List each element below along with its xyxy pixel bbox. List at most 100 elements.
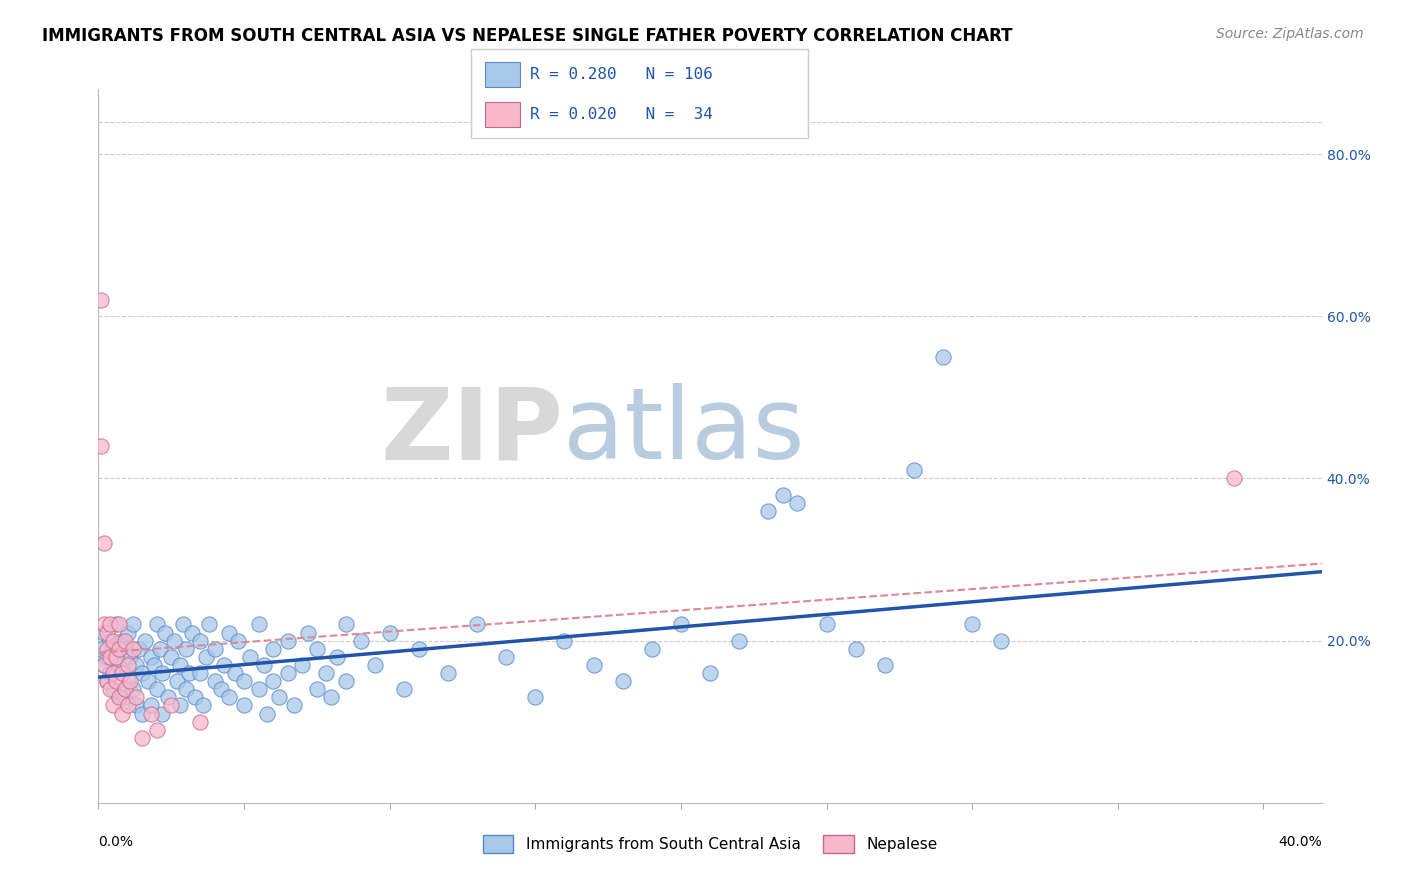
Point	[253, 657, 276, 672]
Point	[125, 690, 148, 705]
Point	[122, 682, 145, 697]
Text: R = 0.020   N =  34: R = 0.020 N = 34	[530, 107, 713, 121]
Point	[131, 731, 153, 745]
Point	[90, 439, 112, 453]
Point	[553, 633, 575, 648]
Point	[239, 649, 262, 664]
Point	[114, 682, 136, 697]
Point	[98, 682, 121, 697]
Point	[145, 682, 167, 697]
Point	[204, 674, 226, 689]
Point	[669, 617, 692, 632]
Point	[96, 641, 118, 656]
Point	[104, 649, 127, 664]
Point	[111, 706, 134, 721]
Point	[108, 641, 131, 656]
Point	[188, 714, 212, 729]
Text: R = 0.280   N = 106: R = 0.280 N = 106	[530, 67, 713, 81]
Point	[990, 633, 1012, 648]
Point	[845, 641, 868, 656]
Point	[198, 617, 221, 632]
Point	[120, 649, 142, 664]
Point	[125, 657, 148, 672]
Point	[122, 617, 145, 632]
Point	[247, 682, 270, 697]
Point	[267, 690, 290, 705]
Point	[93, 657, 115, 672]
Point	[111, 633, 134, 648]
Point	[134, 633, 156, 648]
Point	[256, 706, 278, 721]
Point	[125, 698, 148, 713]
Point	[93, 625, 115, 640]
Point	[104, 674, 127, 689]
Point	[218, 625, 240, 640]
Point	[166, 674, 188, 689]
Point	[131, 706, 153, 721]
Point	[786, 496, 808, 510]
Point	[131, 666, 153, 681]
Point	[114, 641, 136, 656]
Point	[408, 641, 430, 656]
Point	[111, 666, 134, 681]
Point	[114, 690, 136, 705]
Point	[326, 649, 349, 664]
Point	[157, 690, 180, 705]
Point	[262, 641, 284, 656]
Point	[172, 617, 194, 632]
Point	[96, 649, 118, 664]
Point	[152, 706, 174, 721]
Point	[233, 674, 256, 689]
Point	[772, 488, 794, 502]
Point	[117, 698, 139, 713]
Point	[101, 682, 124, 697]
Point	[335, 617, 357, 632]
Point	[932, 350, 955, 364]
Point	[247, 617, 270, 632]
Point	[960, 617, 983, 632]
Text: 40.0%: 40.0%	[1278, 835, 1322, 848]
Point	[117, 657, 139, 672]
Point	[142, 657, 165, 672]
Point	[174, 682, 197, 697]
Point	[160, 698, 183, 713]
Point	[305, 641, 328, 656]
Point	[155, 625, 177, 640]
Point	[93, 657, 115, 672]
Point	[183, 690, 205, 705]
Point	[90, 641, 112, 656]
Point	[612, 674, 634, 689]
Text: IMMIGRANTS FROM SOUTH CENTRAL ASIA VS NEPALESE SINGLE FATHER POVERTY CORRELATION: IMMIGRANTS FROM SOUTH CENTRAL ASIA VS NE…	[42, 27, 1012, 45]
Point	[90, 293, 112, 307]
Point	[233, 698, 256, 713]
Text: Source: ZipAtlas.com: Source: ZipAtlas.com	[1216, 27, 1364, 41]
Text: 0.0%: 0.0%	[98, 835, 134, 848]
Point	[756, 504, 779, 518]
Point	[815, 617, 838, 632]
Point	[218, 690, 240, 705]
Point	[378, 625, 401, 640]
Point	[93, 536, 115, 550]
Point	[262, 674, 284, 689]
Point	[160, 649, 183, 664]
Point	[139, 649, 162, 664]
Point	[145, 723, 167, 737]
Point	[321, 690, 343, 705]
Point	[104, 617, 127, 632]
Point	[108, 617, 131, 632]
Point	[101, 633, 124, 648]
Point	[98, 633, 121, 648]
Point	[188, 633, 212, 648]
Text: ZIP: ZIP	[381, 384, 564, 480]
Point	[117, 674, 139, 689]
Point	[122, 641, 145, 656]
Point	[195, 649, 218, 664]
Point	[180, 625, 202, 640]
Point	[114, 633, 136, 648]
Point	[204, 641, 226, 656]
Point	[120, 674, 142, 689]
Point	[163, 633, 186, 648]
Point	[108, 690, 131, 705]
Point	[903, 463, 925, 477]
Point	[98, 649, 121, 664]
